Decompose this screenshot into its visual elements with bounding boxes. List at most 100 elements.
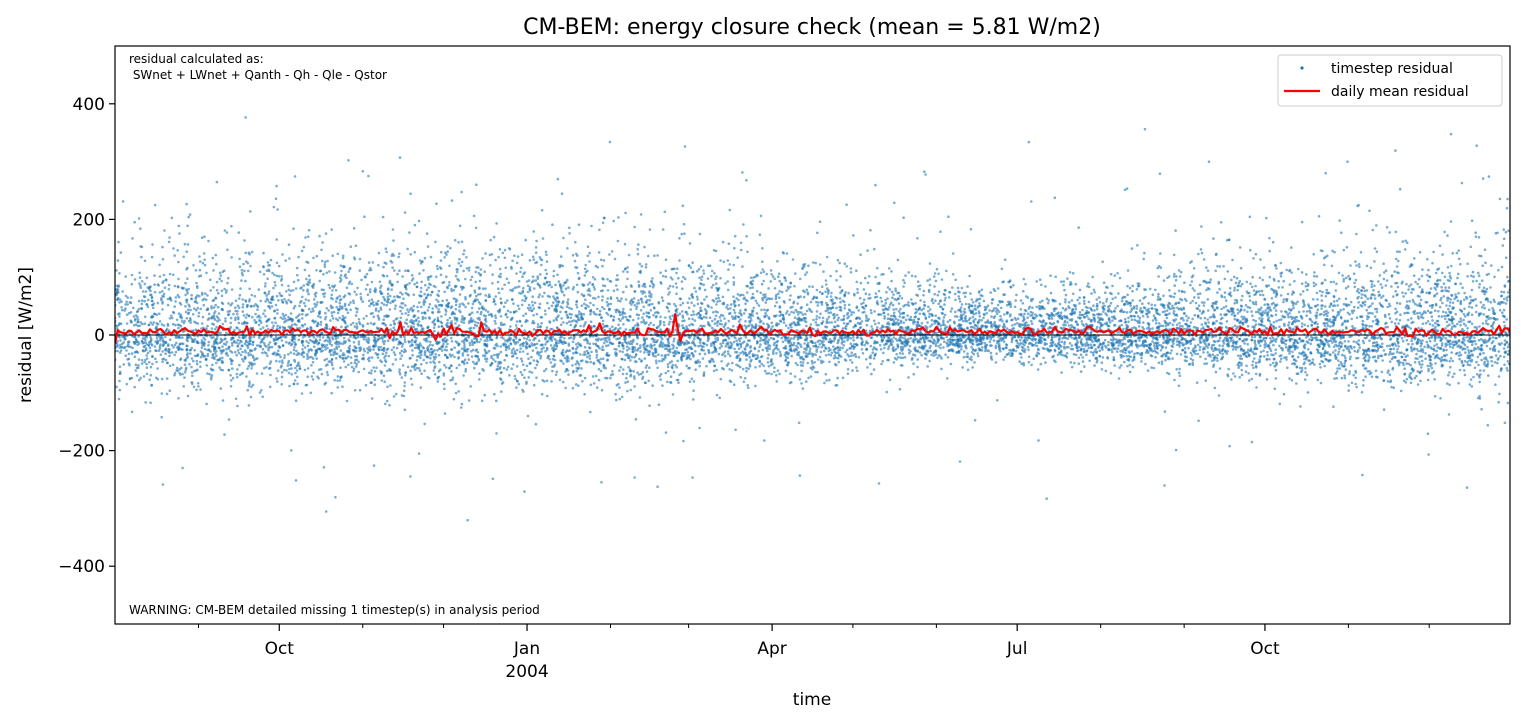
- scatter-point: [1258, 290, 1261, 293]
- scatter-point: [492, 358, 495, 361]
- scatter-point: [363, 349, 366, 353]
- scatter-point: [702, 272, 706, 275]
- scatter-point: [394, 392, 398, 396]
- scatter-point: [268, 362, 272, 365]
- scatter-point: [435, 298, 438, 302]
- scatter-point: [789, 349, 793, 352]
- scatter-point: [687, 306, 691, 310]
- scatter-point: [1075, 339, 1079, 342]
- scatter-point: [1222, 265, 1225, 268]
- scatter-point: [1053, 196, 1057, 199]
- scatter-point: [358, 349, 362, 353]
- scatter-point: [147, 343, 151, 347]
- scatter-point: [924, 325, 927, 328]
- scatter-point: [192, 385, 196, 389]
- scatter-point: [1461, 286, 1464, 290]
- scatter-point: [1343, 340, 1347, 343]
- scatter-point: [1482, 369, 1486, 372]
- scatter-point: [1446, 324, 1449, 328]
- scatter-point: [892, 361, 896, 364]
- scatter-point: [751, 292, 755, 296]
- scatter-point: [1403, 335, 1407, 338]
- scatter-point: [1472, 275, 1475, 279]
- scatter-point: [1231, 258, 1234, 262]
- scatter-point: [1427, 367, 1430, 371]
- scatter-point: [294, 343, 297, 347]
- scatter-point: [656, 485, 659, 489]
- scatter-point: [1450, 351, 1453, 354]
- scatter-point: [1174, 278, 1178, 282]
- scatter-point: [744, 302, 747, 306]
- scatter-point: [133, 355, 137, 359]
- scatter-point: [122, 341, 125, 344]
- scatter-point: [397, 255, 401, 259]
- scatter-point: [415, 285, 419, 289]
- scatter-point: [1453, 372, 1456, 376]
- scatter-point: [803, 319, 806, 323]
- scatter-point: [1056, 320, 1060, 324]
- scatter-point: [820, 285, 824, 289]
- scatter-point: [896, 356, 900, 359]
- scatter-point: [1200, 225, 1203, 228]
- scatter-point: [726, 303, 729, 307]
- scatter-point: [601, 221, 605, 225]
- scatter-point: [647, 330, 651, 334]
- scatter-point: [1471, 280, 1475, 283]
- scatter-point: [584, 271, 588, 274]
- scatter-point: [691, 317, 694, 321]
- scatter-point: [1087, 344, 1090, 347]
- scatter-point: [1425, 340, 1428, 344]
- scatter-point: [1421, 363, 1424, 366]
- scatter-point: [936, 356, 939, 360]
- scatter-point: [276, 312, 279, 315]
- scatter-point: [382, 318, 386, 322]
- scatter-point: [416, 322, 420, 326]
- scatter-point: [839, 275, 842, 278]
- scatter-point: [484, 294, 488, 297]
- scatter-point: [339, 264, 343, 268]
- scatter-point: [866, 366, 869, 369]
- scatter-point: [278, 291, 281, 295]
- scatter-point: [532, 258, 536, 261]
- scatter-point: [732, 263, 735, 267]
- scatter-point: [1447, 318, 1451, 321]
- scatter-point: [568, 306, 571, 310]
- scatter-point: [1218, 287, 1221, 291]
- scatter-point: [115, 345, 118, 348]
- scatter-point: [575, 320, 579, 324]
- scatter-point: [719, 319, 723, 322]
- scatter-point: [618, 350, 622, 353]
- scatter-point: [817, 301, 820, 304]
- scatter-point: [1081, 360, 1085, 363]
- scatter-point: [499, 315, 503, 318]
- scatter-point: [350, 365, 354, 369]
- scatter-point: [652, 313, 655, 317]
- scatter-point: [698, 364, 701, 368]
- scatter-point: [1163, 410, 1167, 413]
- scatter-point: [966, 285, 969, 288]
- scatter-point: [1320, 294, 1323, 297]
- scatter-point: [644, 295, 647, 298]
- scatter-point: [181, 466, 184, 470]
- scatter-point: [494, 314, 497, 317]
- scatter-point: [1269, 337, 1272, 340]
- scatter-point: [737, 320, 741, 323]
- scatter-point: [990, 344, 993, 347]
- scatter-point: [333, 378, 337, 382]
- scatter-point: [121, 308, 124, 312]
- scatter-point: [398, 372, 402, 376]
- scatter-point: [586, 245, 590, 248]
- scatter-point: [385, 303, 389, 307]
- scatter-point: [1483, 341, 1486, 345]
- scatter-point: [234, 306, 237, 310]
- scatter-point: [382, 342, 386, 346]
- scatter-point: [569, 316, 573, 320]
- scatter-point: [538, 302, 542, 306]
- scatter-point: [182, 385, 185, 388]
- scatter-point: [1430, 306, 1434, 309]
- scatter-point: [1481, 264, 1484, 268]
- scatter-point: [671, 351, 675, 355]
- scatter-point: [1082, 299, 1086, 303]
- scatter-point: [575, 369, 578, 373]
- scatter-point: [265, 294, 268, 297]
